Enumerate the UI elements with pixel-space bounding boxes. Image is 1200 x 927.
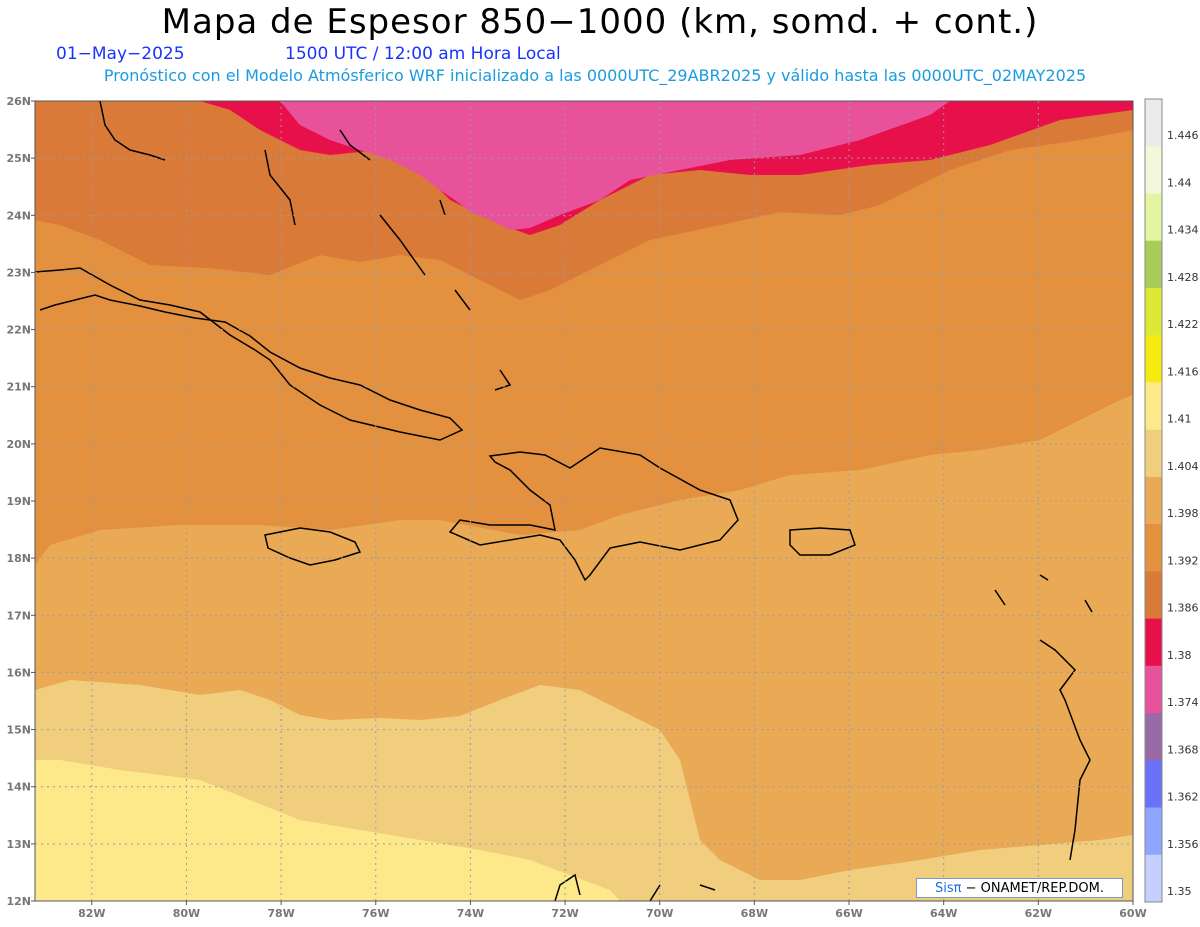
colorbar-label: 1.35 [1167, 885, 1192, 898]
model-subtitle: Pronóstico con el Modelo Atmósferico WRF… [103, 66, 1087, 85]
lat-label: 19N [6, 495, 31, 508]
colorbar-swatch [1145, 760, 1162, 809]
lon-label: 76W [362, 907, 389, 920]
lon-label: 64W [930, 907, 957, 920]
colorbar-label: 1.392 [1167, 554, 1199, 567]
lon-label: 60W [1119, 907, 1146, 920]
credit-box: Sisπ − ONAMET/REP.DOM. [916, 878, 1123, 898]
lat-label: 16N [6, 666, 31, 679]
jamaica-outline [264, 527, 362, 566]
lon-label: 70W [646, 907, 673, 920]
lesser-antilles-outline [994, 574, 1093, 861]
colorbar-label: 1.446 [1167, 129, 1199, 142]
lat-label: 26N [6, 95, 31, 108]
lat-label: 13N [6, 838, 31, 851]
lat-label: 17N [6, 609, 31, 622]
grid-lines [35, 101, 1133, 901]
lat-label: 21N [6, 381, 31, 394]
colorbar-label: 1.356 [1167, 838, 1199, 851]
puerto-rico-outline [789, 527, 856, 556]
map-field [35, 101, 1133, 901]
florida-outline [99, 101, 166, 161]
colorbar-label: 1.374 [1167, 696, 1199, 709]
credit-text: − ONAMET/REP.DOM. [965, 881, 1105, 896]
lon-label: 74W [457, 907, 484, 920]
colorbar-label: 1.41 [1167, 413, 1192, 426]
colorbar-swatch [1145, 807, 1162, 856]
longitude-axis: 82W 80W 78W 76W 74W 72W 70W 68W 66W 64W 62W 60W [78, 901, 1147, 920]
lat-label: 22N [6, 324, 31, 337]
colorbar-label: 1.404 [1167, 460, 1199, 473]
colorbar-label: 1.434 [1167, 224, 1199, 237]
colorbar-swatch [1145, 571, 1162, 620]
colorbar-swatch [1145, 618, 1162, 667]
colorbar-label: 1.44 [1167, 176, 1192, 189]
lat-label: 20N [6, 438, 31, 451]
sispi-brand: Sisπ [934, 881, 962, 896]
zone-band [35, 760, 620, 901]
cuba-outline [35, 267, 464, 441]
colorbar-label: 1.362 [1167, 791, 1199, 804]
lat-label: 25N [6, 152, 31, 165]
colorbar-swatch [1145, 665, 1162, 714]
lat-label: 14N [6, 781, 31, 794]
land-outlines [35, 101, 1093, 901]
colorbar-swatch [1145, 854, 1162, 903]
colorbar-swatch [1145, 382, 1162, 431]
colorbar-swatch [1145, 335, 1162, 383]
lon-label: 66W [835, 907, 862, 920]
colorbar-swatch [1145, 476, 1162, 525]
zone-band [280, 101, 950, 230]
colorbar-swatch [1145, 99, 1162, 147]
colorbar-label: 1.386 [1167, 602, 1199, 615]
forecast-time: 1500 UTC / 12:00 am Hora Local [285, 44, 561, 64]
map-title: Mapa de Espesor 850−1000 (km, somd. + co… [161, 2, 1039, 42]
colorbar-label: 1.422 [1167, 318, 1199, 331]
lon-label: 78W [267, 907, 294, 920]
colorbar-label: 1.416 [1167, 365, 1199, 378]
lat-label: 23N [6, 266, 31, 279]
colorbar-swatch [1145, 146, 1162, 194]
colorbar-swatch [1145, 240, 1162, 289]
lon-label: 80W [173, 907, 200, 920]
colorbar-label: 1.398 [1167, 507, 1199, 520]
bahamas-outline [264, 129, 512, 391]
colorbar-swatch [1145, 713, 1162, 761]
lon-label: 62W [1025, 907, 1052, 920]
lon-label: 68W [741, 907, 768, 920]
lat-label: 24N [6, 209, 31, 222]
lon-label: 82W [78, 907, 105, 920]
colorbar-label: 1.368 [1167, 743, 1199, 756]
colorbar-label: 1.428 [1167, 271, 1199, 284]
hispaniola-outline [448, 447, 739, 582]
lon-label: 72W [551, 907, 578, 920]
colorbar: 1.446 1.44 1.434 1.428 1.422 1.416 1.41 1.404 1.… [1144, 98, 1199, 903]
colorbar-swatch [1145, 429, 1162, 478]
lat-label: 18N [6, 552, 31, 565]
colorbar-frame [1144, 98, 1163, 903]
colorbar-swatch [1145, 193, 1162, 242]
lat-label: 12N [6, 895, 31, 908]
colorbar-swatch [1145, 524, 1162, 572]
latitude-axis: 26N 25N 24N 23N 22N 21N 20N 19N 18N 17N 16N 15N 14N 1… [6, 95, 35, 908]
colorbar-swatch [1145, 287, 1162, 336]
forecast-date: 01−May−2025 [56, 44, 185, 64]
colorbar-label: 1.38 [1167, 649, 1192, 662]
south-america-outline [554, 873, 716, 901]
lat-label: 15N [6, 724, 31, 737]
